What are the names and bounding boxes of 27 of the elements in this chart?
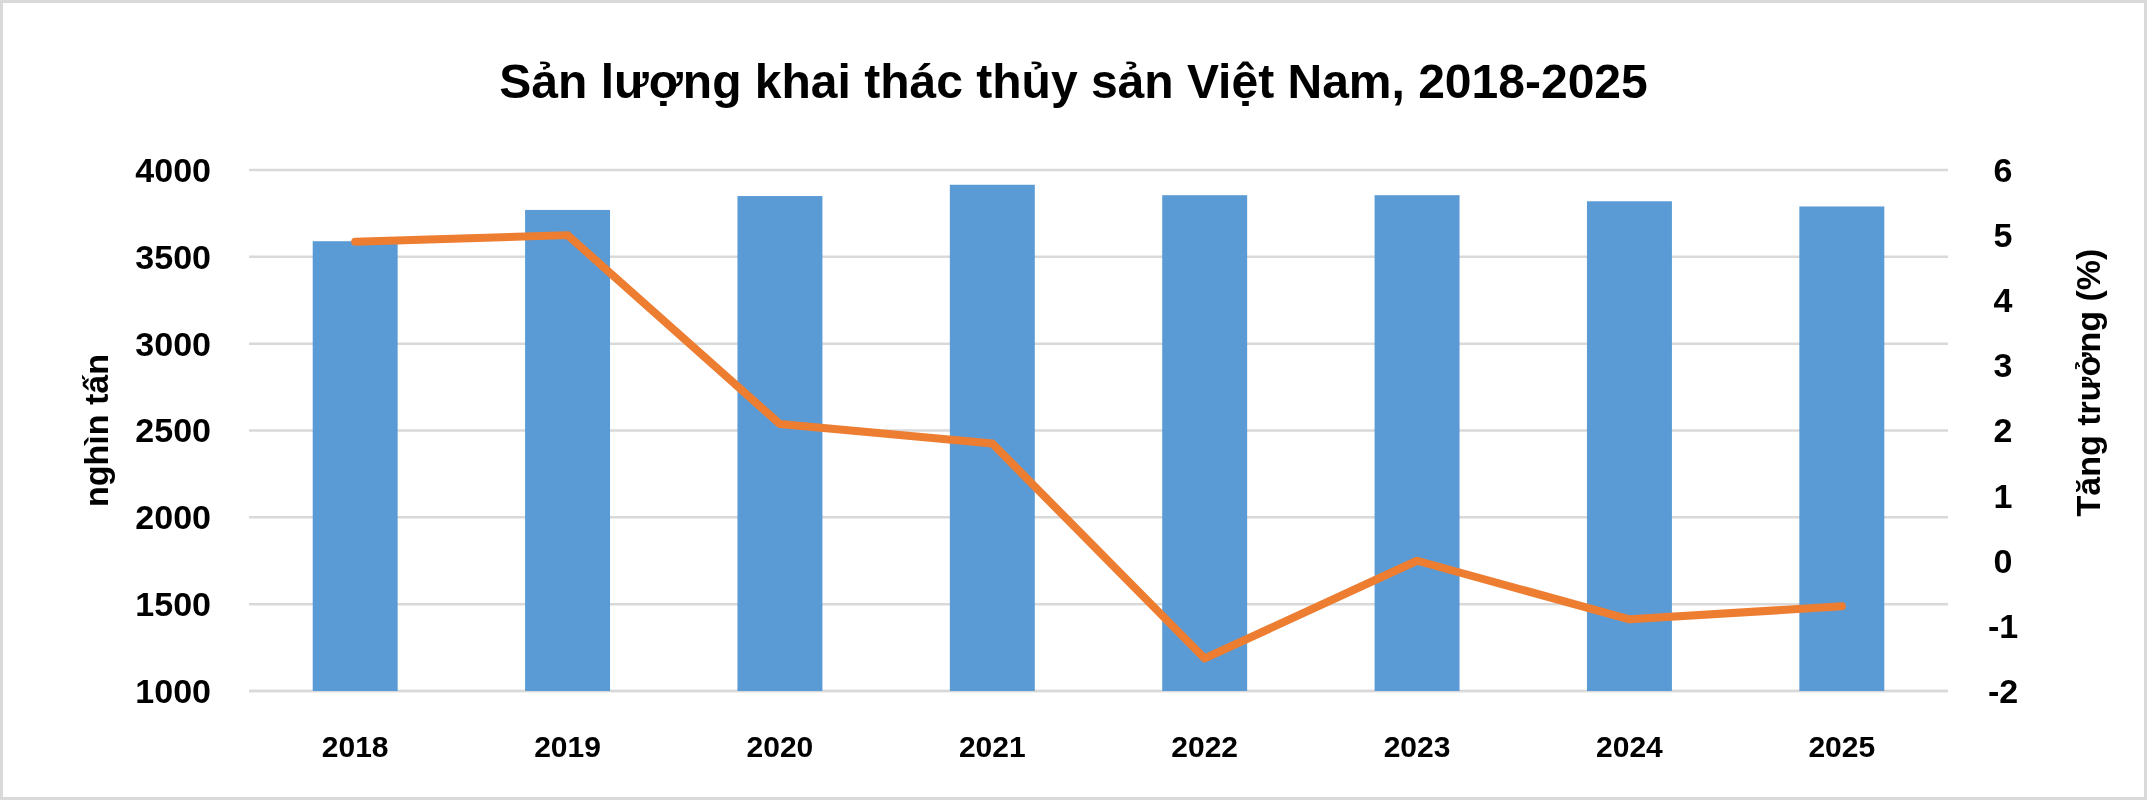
y2-tick-label: -2 <box>1987 671 2019 710</box>
y2-tick-label: 2 <box>1993 411 2013 450</box>
y-tick-label: 1500 <box>135 585 211 624</box>
x-tick-label: 2024 <box>1596 730 1664 763</box>
x-tick-label: 2020 <box>746 730 814 763</box>
y2-tick-label: 4 <box>1993 281 2013 320</box>
y-tick-label: 3500 <box>135 237 211 276</box>
x-tick-label: 2018 <box>321 730 389 763</box>
y2-tick-label: 1 <box>1993 476 2013 515</box>
y2-tick-label: 6 <box>1993 150 2013 189</box>
y2-tick-label: 0 <box>1993 541 2013 580</box>
y2-tick-label: -1 <box>1987 606 2019 645</box>
x-tick-label: 2022 <box>1171 730 1239 763</box>
y-tick-label: 3000 <box>135 324 211 363</box>
y2-tick-label: 3 <box>1993 346 2013 385</box>
x-tick-label: 2025 <box>1808 730 1876 763</box>
y2-axis-title: Tăng trưởng (%) <box>2069 248 2107 517</box>
y-tick-label: 4000 <box>135 150 211 189</box>
y-axis-title: nghìn tấn <box>77 354 115 507</box>
y-tick-label: 1000 <box>135 671 211 710</box>
y2-tick-label: 5 <box>1993 216 2013 255</box>
x-tick-label: 2019 <box>534 730 601 763</box>
y-tick-label: 2500 <box>135 411 211 450</box>
x-tick-label: 2021 <box>958 730 1026 763</box>
x-tick-label: 2023 <box>1383 730 1451 763</box>
chart-title: Sản lượng khai thác thủy sản Việt Nam, 2018-2025 <box>499 55 1648 108</box>
y-tick-label: 2000 <box>135 498 211 537</box>
